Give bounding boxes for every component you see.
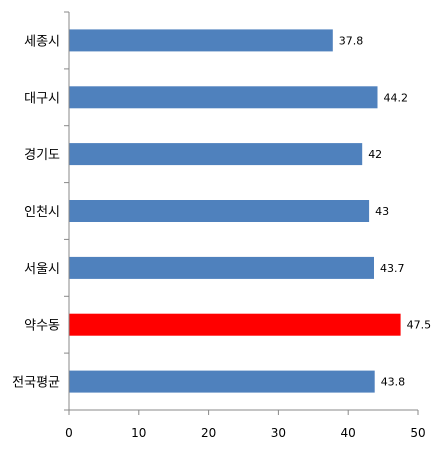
bar-5 bbox=[69, 256, 374, 279]
axes-group bbox=[64, 11, 419, 415]
bar-2 bbox=[69, 86, 378, 109]
bar-1 bbox=[69, 29, 333, 52]
bar-7 bbox=[69, 370, 375, 393]
x-tick-label: 0 bbox=[65, 426, 73, 440]
bar-4 bbox=[69, 200, 370, 222]
bar-6 bbox=[69, 313, 401, 336]
bars-group bbox=[69, 29, 401, 393]
x-tick-label: 10 bbox=[131, 426, 146, 440]
data-label: 37.8 bbox=[339, 34, 364, 47]
data-label: 42 bbox=[368, 148, 382, 161]
data-label: 44.2 bbox=[384, 91, 409, 104]
category-label: 경기도 bbox=[24, 148, 60, 163]
data-label: 43.8 bbox=[381, 376, 406, 389]
category-label: 인천시 bbox=[24, 205, 60, 220]
bar-3 bbox=[69, 143, 363, 166]
category-label: 세종시 bbox=[24, 34, 60, 49]
category-label: 대구시 bbox=[24, 91, 60, 106]
x-tick-label: 40 bbox=[341, 426, 356, 440]
x-tick-label: 30 bbox=[271, 426, 286, 440]
category-label: 전국평균 bbox=[12, 376, 60, 391]
category-label: 서울시 bbox=[24, 262, 60, 277]
x-tick-label: 20 bbox=[201, 426, 216, 440]
labels-group: 세종시 37.8 대구시 44.2 경기도 42 인천시 43 서울시 43.7 약수동 47.5 전국… bbox=[12, 34, 431, 440]
x-tick-label: 50 bbox=[410, 426, 425, 440]
data-label: 43.7 bbox=[380, 262, 405, 275]
data-label: 43 bbox=[375, 205, 389, 218]
category-label: 약수동 bbox=[24, 319, 60, 334]
data-label: 47.5 bbox=[407, 319, 432, 332]
